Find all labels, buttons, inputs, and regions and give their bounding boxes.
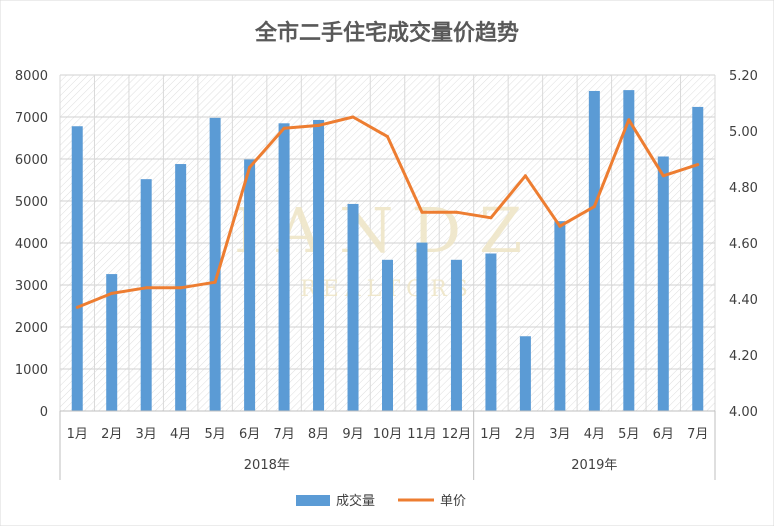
- x-group-label: 2019年: [571, 458, 617, 473]
- x-tick-label: 8月: [308, 427, 329, 442]
- price-point: [248, 165, 252, 169]
- y-left-tick-label: 7000: [15, 111, 48, 126]
- price-point: [523, 174, 527, 178]
- bar: [692, 106, 704, 412]
- bar: [313, 119, 325, 411]
- bar: [485, 253, 497, 411]
- bar: [106, 274, 118, 411]
- y-left-tick-label: 6000: [15, 153, 48, 168]
- price-point: [592, 205, 596, 209]
- legend-label-volume: 成交量: [336, 493, 375, 509]
- bar: [382, 259, 393, 411]
- bar: [554, 221, 566, 411]
- y-right-tick-label: 5.00: [729, 125, 758, 140]
- price-point: [75, 305, 79, 309]
- y-right-tick-label: 5.20: [729, 69, 758, 84]
- price-point: [627, 118, 631, 122]
- chart-title: 全市二手住宅成交量价趋势: [254, 20, 519, 46]
- x-tick-label: 6月: [239, 427, 260, 442]
- y-left-tick-label: 3000: [15, 279, 48, 294]
- x-tick-label: 7月: [273, 427, 294, 442]
- x-tick-label: 5月: [618, 427, 639, 442]
- y-axis-left: 0 1000 2000 3000 4000 5000 6000 7000 8000: [15, 69, 48, 420]
- bar: [588, 90, 600, 412]
- bar: [657, 156, 669, 411]
- bar: [623, 90, 635, 412]
- price-point: [489, 216, 493, 220]
- price-point: [282, 126, 286, 130]
- price-point: [144, 286, 148, 290]
- price-point: [420, 210, 424, 214]
- bar: [416, 242, 428, 411]
- x-tick-label: 7月: [687, 427, 708, 442]
- x-tick-label: 5月: [204, 427, 225, 442]
- y-left-tick-label: 4000: [15, 237, 48, 252]
- x-tick-label: 3月: [549, 427, 570, 442]
- x-tick-label: 3月: [136, 427, 157, 442]
- y-right-tick-label: 4.20: [729, 349, 758, 364]
- y-left-tick-label: 0: [40, 405, 48, 420]
- bar: [450, 259, 462, 411]
- x-tick-label: 11月: [407, 427, 437, 442]
- price-point: [661, 174, 665, 178]
- price-point: [110, 291, 114, 295]
- legend-swatch-volume: [296, 495, 330, 506]
- bar: [244, 159, 256, 411]
- bar: [140, 179, 152, 411]
- y-left-tick-label: 5000: [15, 195, 48, 210]
- x-tick-label: 2月: [101, 427, 122, 442]
- x-tick-label: 4月: [584, 427, 605, 442]
- x-tick-label: 2月: [515, 427, 536, 442]
- price-point: [179, 286, 183, 290]
- price-point: [386, 135, 389, 139]
- x-group-label: 2018年: [244, 458, 290, 473]
- x-tick-label: 4月: [170, 427, 191, 442]
- bar: [519, 336, 531, 411]
- x-tick-label: 1月: [67, 427, 88, 442]
- legend: 成交量 单价: [296, 493, 466, 509]
- price-point: [454, 210, 458, 214]
- x-tick-label: 1月: [480, 427, 501, 442]
- y-right-tick-label: 4.80: [729, 181, 758, 196]
- y-right-tick-label: 4.40: [729, 293, 758, 308]
- x-tick-label: 10月: [373, 427, 403, 442]
- price-point: [558, 224, 562, 228]
- x-tick-label: 12月: [442, 427, 472, 442]
- y-left-tick-label: 2000: [15, 321, 48, 336]
- y-left-tick-label: 1000: [15, 363, 48, 378]
- legend-label-price: 单价: [440, 494, 466, 509]
- line-series: [75, 115, 700, 309]
- price-point: [351, 115, 355, 119]
- x-axis: 1月 2月 3月 4月 5月 6月 7月 8月 9月 10月 11月 12月 1月 2月 3月 4月 5月 6月 7…: [59, 410, 716, 480]
- y-right-tick-label: 4.60: [729, 237, 758, 252]
- bar: [71, 126, 83, 412]
- bar: [209, 117, 221, 411]
- price-point: [213, 280, 217, 284]
- gridlines: [59, 74, 716, 412]
- x-tick-label: 6月: [653, 427, 674, 442]
- price-point: [317, 123, 321, 127]
- x-tick-label: 9月: [342, 427, 363, 442]
- bar: [278, 123, 290, 412]
- y-right-tick-label: 4.00: [729, 405, 758, 420]
- bar: [347, 203, 359, 411]
- price-point: [696, 163, 700, 167]
- y-left-tick-label: 8000: [15, 69, 48, 84]
- y-axis-right: 4.00 4.20 4.40 4.60 4.80 5.00 5.20: [729, 69, 758, 420]
